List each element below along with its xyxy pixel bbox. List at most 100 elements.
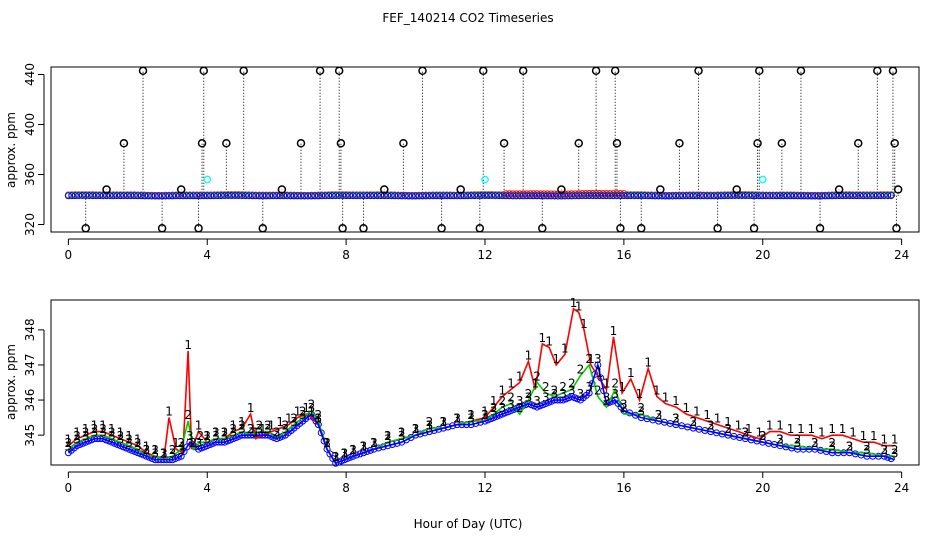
bottom-series-red-marker: 1 <box>596 366 604 380</box>
bottom-series-green-marker: 2 <box>467 408 475 422</box>
top-baseline-blue-point <box>668 192 676 200</box>
top-baseline-blue-point <box>599 192 607 200</box>
bottom-series-red-marker: 1 <box>229 419 237 433</box>
bottom-series-green-marker: 2 <box>585 352 593 366</box>
bottom-series-blue-marker: 3 <box>542 391 550 405</box>
bottom-series-red-marker: 1 <box>195 419 203 433</box>
bottom-series-blue-marker: 3 <box>637 405 645 419</box>
bottom-series-red-marker: 1 <box>490 394 498 408</box>
top-baseline-blue-point <box>721 192 729 200</box>
bottom-series-blue-marker: 3 <box>229 426 237 440</box>
top-baseline-blue-point <box>224 192 232 200</box>
top-baseline-blue-point <box>853 192 861 200</box>
bottom-series-green-marker: 2 <box>238 419 246 433</box>
bottom-series-red-marker: 1 <box>143 440 151 454</box>
bottom-series-green-marker: 2 <box>212 426 220 440</box>
bottom-series-blue-marker: 3 <box>169 447 177 461</box>
bottom-series-green-marker: 2 <box>481 408 489 422</box>
top-black-point <box>479 66 488 75</box>
bottom-series-blue-marker: 3 <box>82 429 90 443</box>
bottom-series-green-marker: 2 <box>221 426 229 440</box>
top-baseline-blue-point <box>568 192 576 200</box>
top-baseline-blue-point <box>637 192 645 200</box>
top-baseline-blue-point <box>693 192 701 200</box>
top-baseline-blue-point <box>613 192 621 200</box>
bottom-series-red-marker: 1 <box>212 426 220 440</box>
bottom-series-green-marker: 2 <box>184 408 192 422</box>
chart-title: FEF_140214 CO2 Timeseries <box>382 11 553 25</box>
top-baseline-blue-point <box>314 192 322 200</box>
bottom-series-red-marker: 1 <box>315 412 323 426</box>
top-baseline-blue-point <box>394 192 402 200</box>
top-baseline-blue-point <box>780 192 788 200</box>
bottom-series-blue-marker: 3 <box>323 436 331 450</box>
bottom-plot-frame <box>50 299 920 466</box>
bottom-series-green-marker: 2 <box>440 415 448 429</box>
top-baseline-blue-point <box>547 192 555 200</box>
bottom-series-red-marker: 1 <box>610 324 618 338</box>
top-baseline-blue-point <box>217 192 225 200</box>
bottom-series-blue-marker: 3 <box>891 447 899 461</box>
bottom-series-green-marker: 2 <box>568 377 576 391</box>
bottom-series-blue-marker: 3 <box>863 443 871 457</box>
top-baseline-blue-point <box>738 192 746 200</box>
top-baseline-blue-point <box>675 192 683 200</box>
top-baseline-blue-point <box>811 192 819 200</box>
top-baseline-blue-point <box>537 192 545 200</box>
top-baseline-blue-point <box>169 192 177 200</box>
bottom-series-red-marker: 1 <box>294 405 302 419</box>
bottom-series-blue-marker: 3 <box>73 433 81 447</box>
top-baseline-blue-point <box>398 192 406 200</box>
bottom-series-green-marker: 2 <box>655 408 663 422</box>
bottom-series-blue-marker: 3 <box>108 429 116 443</box>
top-black-point <box>890 139 899 148</box>
top-black-point <box>557 185 566 194</box>
top-black-point <box>277 185 287 194</box>
bottom-series-blue-marker: 3 <box>689 415 697 429</box>
bottom-series-green-marker: 2 <box>82 426 90 440</box>
bottom-series-green-marker: 2 <box>637 401 645 415</box>
bottom-series-blue-marker: 3 <box>315 412 323 426</box>
top-cyan-point <box>203 175 212 184</box>
top-baseline-blue-point <box>620 192 628 200</box>
bottom-x-tick-label: 12 <box>477 481 492 495</box>
bottom-series-blue-marker: 3 <box>91 426 99 440</box>
bottom-series-blue-marker: 3 <box>290 415 298 429</box>
top-black-point <box>815 224 825 233</box>
bottom-series-green-marker: 2 <box>880 443 888 457</box>
bottom-series-red-marker: 1 <box>247 401 255 415</box>
top-black-point <box>796 66 806 75</box>
top-baseline-blue-point <box>460 192 468 200</box>
top-baseline-blue-point <box>859 192 867 200</box>
top-baseline-blue-point <box>405 192 413 200</box>
bottom-series-green-marker: 2 <box>559 380 567 394</box>
top-black-point <box>888 66 898 75</box>
bottom-series-red-marker: 1 <box>507 377 515 391</box>
top-baseline-blue-point <box>346 192 354 200</box>
top-baseline-blue-point <box>880 192 888 200</box>
bottom-series-green-marker: 2 <box>125 433 133 447</box>
top-baseline-blue-point <box>540 192 548 200</box>
bottom-series-blue-marker: 3 <box>559 387 567 401</box>
bottom-series-red-marker: 1 <box>499 384 507 398</box>
top-black-point <box>176 185 186 194</box>
bottom-series-red-marker: 1 <box>644 355 652 369</box>
top-baseline-blue-point <box>137 192 145 200</box>
bottom-x-tick-label: 8 <box>342 481 350 495</box>
top-black-point <box>336 139 346 148</box>
top-axes: 0 4 8 12 16 20 24 320 360 400 440 <box>23 63 909 262</box>
top-black-point <box>258 224 268 233</box>
top-baseline-blue-point <box>769 192 777 200</box>
bottom-series-blue-marker: 3 <box>707 419 715 433</box>
bottom-series-green-marker: 2 <box>308 398 316 412</box>
top-x-tick-label: 4 <box>203 248 211 262</box>
top-y-tick-label: 360 <box>23 163 37 186</box>
bottom-series-blue-marker: 3 <box>238 422 246 436</box>
top-baseline-blue-point <box>158 192 166 200</box>
bottom-series-green-marker: 2 <box>507 391 515 405</box>
bottom-series-green-marker: 2 <box>273 426 281 440</box>
top-baseline-blue-point <box>818 192 826 200</box>
top-baseline-blue-point <box>596 192 604 200</box>
bottom-series-blue-marker: 3 <box>672 412 680 426</box>
